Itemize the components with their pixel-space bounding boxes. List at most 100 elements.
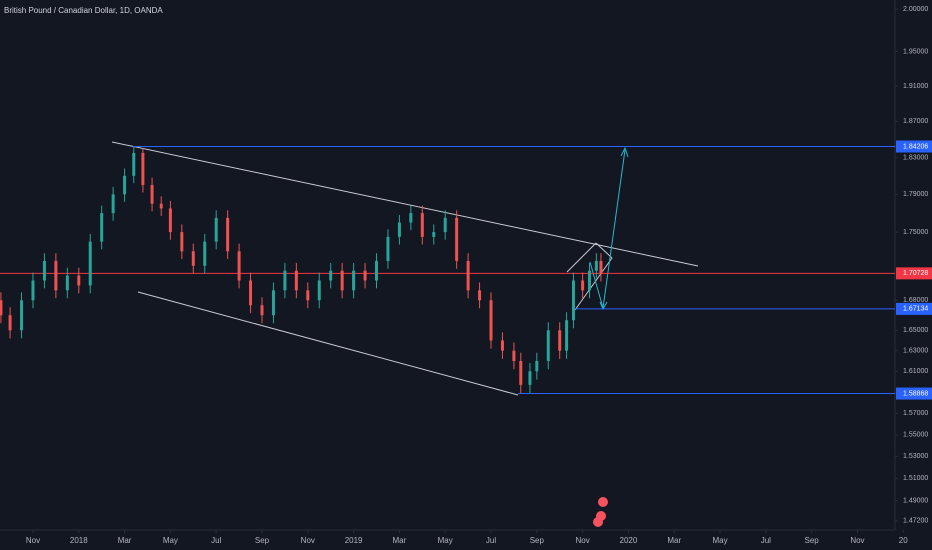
price-tag bbox=[896, 387, 932, 400]
candle-body bbox=[249, 280, 253, 306]
candle-body bbox=[77, 275, 81, 286]
candle-body bbox=[283, 270, 287, 291]
x-tick-label: Sep bbox=[805, 536, 820, 545]
chart-title: British Pound / Canadian Dollar, 1D, OAN… bbox=[4, 6, 163, 15]
candle-body bbox=[111, 194, 115, 214]
candle-body bbox=[420, 213, 424, 237]
candle-body bbox=[363, 270, 367, 281]
candle-body bbox=[535, 360, 539, 372]
price-tag-label: 1.67134 bbox=[903, 306, 928, 313]
wedge-line bbox=[566, 242, 597, 273]
x-tick-label: Jul bbox=[486, 536, 496, 545]
candle-body bbox=[558, 330, 562, 351]
candle-body bbox=[20, 300, 24, 331]
candle-body bbox=[565, 320, 569, 351]
candle-body bbox=[141, 152, 145, 186]
price-tag-label: 1.84206 bbox=[903, 143, 928, 150]
candle-body bbox=[123, 175, 127, 195]
x-tick-label: 2019 bbox=[345, 536, 363, 545]
x-tick-label: Sep bbox=[530, 536, 545, 545]
y-tick-label: 1.79000 bbox=[903, 191, 928, 198]
candle-body bbox=[237, 251, 241, 281]
candle-body bbox=[65, 275, 69, 291]
candle-body bbox=[466, 260, 470, 291]
price-tag-label: 1.70728 bbox=[903, 270, 928, 277]
candle-body bbox=[519, 360, 523, 385]
candle-body bbox=[443, 217, 447, 233]
candle-body bbox=[500, 340, 504, 351]
candle-body bbox=[168, 208, 172, 233]
candle-body bbox=[203, 241, 207, 266]
candle-body bbox=[528, 371, 532, 385]
y-tick-label: 1.63000 bbox=[903, 348, 928, 355]
y-tick-label: 1.83000 bbox=[903, 154, 928, 161]
candle-body bbox=[340, 270, 344, 291]
candle-body bbox=[132, 152, 136, 176]
candle-body bbox=[587, 270, 591, 291]
x-tick-label: Nov bbox=[576, 536, 590, 545]
x-tick-label: 20 bbox=[899, 536, 908, 545]
candle-body bbox=[226, 217, 230, 252]
x-tick-label: Nov bbox=[850, 536, 864, 545]
candle-body bbox=[150, 185, 154, 204]
candle-body bbox=[432, 232, 436, 237]
y-tick-label: 1.51000 bbox=[903, 475, 928, 482]
price-tag bbox=[896, 267, 932, 280]
candle-body bbox=[375, 260, 379, 281]
x-tick-label: Jul bbox=[761, 536, 771, 545]
event-icons bbox=[593, 497, 608, 527]
candle-body bbox=[397, 222, 401, 237]
y-tick-label: 1.95000 bbox=[903, 48, 928, 55]
x-tick-label: Mar bbox=[667, 536, 681, 545]
x-tick-label: 2020 bbox=[620, 536, 638, 545]
candle-body bbox=[294, 270, 298, 291]
x-tick-label: May bbox=[438, 536, 453, 545]
candle-body bbox=[317, 280, 321, 301]
arrow-head bbox=[620, 146, 629, 158]
trend-line bbox=[111, 141, 699, 267]
x-tick-label: Nov bbox=[301, 536, 315, 545]
y-tick-label: 1.47200 bbox=[903, 518, 928, 525]
candle-body bbox=[159, 203, 163, 209]
candle-body bbox=[306, 290, 310, 301]
candle-body bbox=[54, 260, 58, 291]
x-tick-label: Jul bbox=[211, 536, 221, 545]
y-tick-label: 2.00000 bbox=[903, 6, 928, 13]
y-tick-label: 1.55000 bbox=[903, 432, 928, 439]
candle-body bbox=[594, 260, 598, 271]
candle-body bbox=[88, 241, 92, 286]
candle-body bbox=[581, 280, 585, 291]
candle-body bbox=[352, 270, 356, 291]
candle-body bbox=[455, 217, 459, 261]
candle-body bbox=[409, 213, 413, 223]
candle-body bbox=[8, 315, 12, 331]
y-tick-label: 1.75000 bbox=[903, 229, 928, 236]
candle-body bbox=[260, 305, 264, 316]
price-tag-label: 1.58868 bbox=[903, 390, 928, 397]
drawings bbox=[111, 141, 699, 396]
x-tick-label: 2018 bbox=[70, 536, 88, 545]
price-tag bbox=[896, 140, 932, 153]
y-tick-label: 1.53000 bbox=[903, 453, 928, 460]
y-tick-label: 1.65000 bbox=[903, 327, 928, 334]
candle-body bbox=[571, 280, 575, 321]
candle-body bbox=[271, 290, 275, 316]
y-tick-label: 1.87000 bbox=[903, 118, 928, 125]
candle-body bbox=[599, 260, 603, 274]
trend-line bbox=[137, 291, 519, 396]
candle-body bbox=[180, 232, 184, 252]
candle-body bbox=[31, 280, 35, 301]
x-tick-label: Mar bbox=[393, 536, 407, 545]
candle-body bbox=[42, 260, 46, 281]
wedge-line bbox=[574, 257, 613, 311]
candle-body bbox=[489, 300, 493, 341]
y-tick-label: 1.49000 bbox=[903, 497, 928, 504]
candle-body bbox=[546, 330, 550, 361]
candle-body bbox=[478, 290, 482, 301]
y-tick-label: 1.68000 bbox=[903, 297, 928, 304]
candle-body bbox=[512, 350, 516, 361]
candle-body bbox=[0, 300, 3, 316]
candle-body bbox=[100, 213, 104, 242]
